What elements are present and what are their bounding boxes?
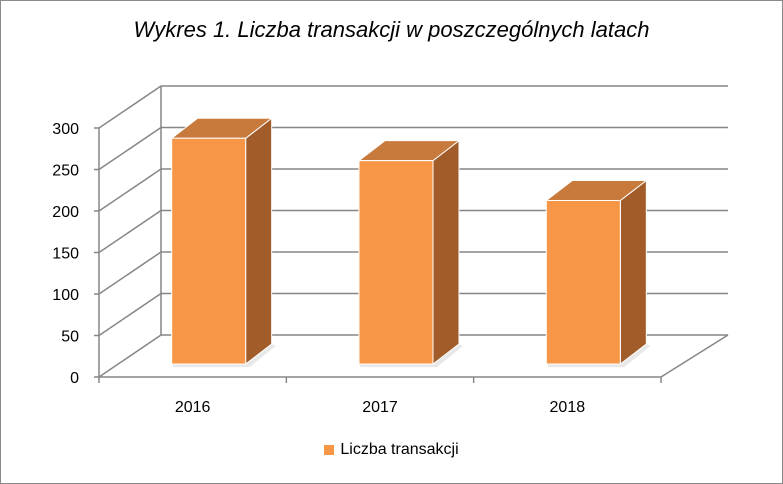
tick-labels: 0 50 100 150 200 250 300 2016 2017 2018 bbox=[52, 121, 585, 416]
legend: Liczba transakcji bbox=[1, 441, 782, 459]
x-tick-label: 2016 bbox=[175, 399, 211, 416]
bar-side bbox=[619, 179, 647, 366]
bar-2018 bbox=[545, 199, 621, 365]
y-tick-label: 200 bbox=[52, 204, 79, 221]
y-tick-label: 150 bbox=[52, 246, 79, 263]
floor-right-edge bbox=[660, 334, 729, 378]
bar-side bbox=[245, 117, 273, 366]
y-tick-label: 300 bbox=[52, 121, 79, 138]
y-tick-label: 50 bbox=[61, 329, 79, 346]
chart-title: Wykres 1. Liczba transakcji w poszczegól… bbox=[133, 17, 650, 42]
bar-2017 bbox=[358, 160, 434, 365]
bar-side bbox=[432, 139, 460, 366]
legend-swatch bbox=[324, 445, 335, 455]
y-tick-label: 0 bbox=[70, 370, 79, 387]
gridline-side bbox=[98, 334, 162, 378]
bars bbox=[170, 117, 651, 367]
gridline-side bbox=[98, 209, 162, 254]
gridline-side bbox=[98, 168, 162, 212]
gridline-side bbox=[98, 126, 162, 171]
y-tick-label: 100 bbox=[52, 287, 79, 304]
x-tick-label: 2018 bbox=[550, 399, 586, 416]
y-tick-label: 250 bbox=[52, 163, 79, 180]
gridline-side bbox=[98, 85, 162, 129]
gridline-side bbox=[98, 292, 162, 337]
x-tick-label: 2017 bbox=[362, 399, 398, 416]
gridline-side bbox=[98, 251, 162, 295]
bar-2016 bbox=[171, 137, 247, 365]
legend-label: Liczba transakcji bbox=[340, 441, 459, 458]
